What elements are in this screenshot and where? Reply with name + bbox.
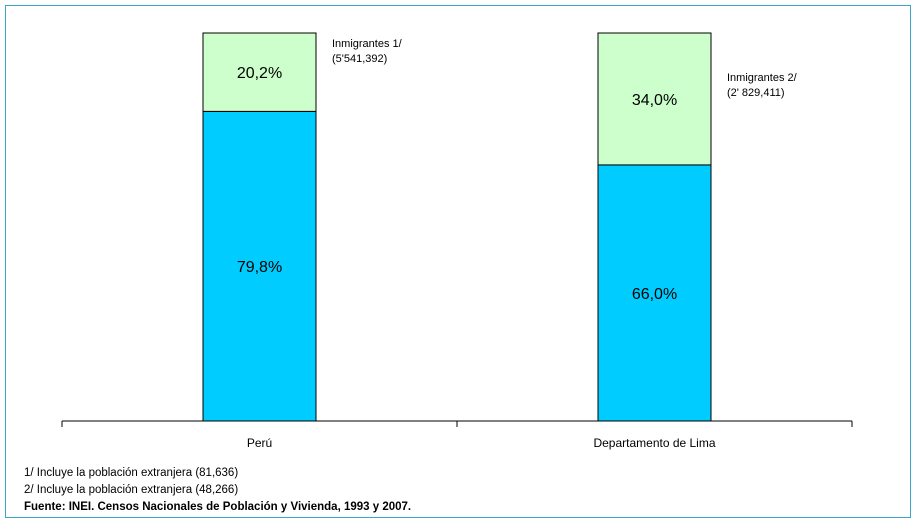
bar-segment-upper: [597, 32, 712, 166]
source-note: Fuente: INEI. Censos Nacionales de Pobla…: [24, 501, 412, 513]
data-label: 20,2%: [237, 65, 282, 82]
footnote-1: 1/ Incluye la población extranjera (81,6…: [24, 467, 239, 479]
annotation-label: Inmigrantes 1/: [332, 38, 403, 50]
data-label: 34,0%: [632, 92, 677, 109]
bar-segment-lower: [597, 164, 712, 422]
annotation-label: (2' 829,411): [727, 87, 785, 99]
x-tick-label: Departamento de Lima: [593, 436, 715, 450]
bar-segment-lower: [202, 110, 317, 422]
annotation-label: Inmigrantes 2/: [727, 72, 798, 84]
chart-frame: [5, 5, 911, 518]
footnotes: 1/ Incluye la población extranjera (81,6…: [24, 465, 411, 516]
bar-segment-upper: [202, 32, 317, 112]
footnote-2: 2/ Incluye la población extranjera (48,2…: [24, 484, 239, 496]
data-label: 79,8%: [237, 259, 282, 276]
x-tick-label: Perú: [247, 436, 272, 450]
annotation-label: (5'541,392): [332, 53, 387, 65]
data-label: 66,0%: [632, 286, 677, 303]
